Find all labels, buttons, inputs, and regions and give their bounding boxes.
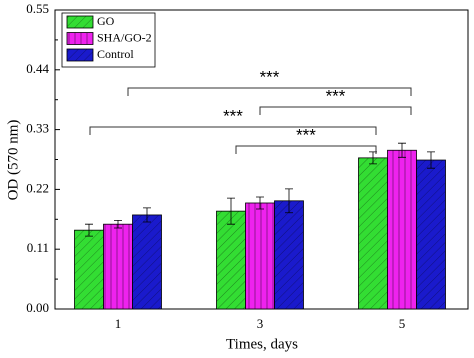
bar: [132, 214, 162, 310]
legend-label: Control: [97, 47, 134, 61]
bar: [74, 229, 104, 310]
error-bar: [143, 207, 151, 223]
error-bar: [285, 188, 293, 214]
error-bar: [85, 223, 93, 237]
x-tick-label: 1: [115, 316, 122, 331]
bar: [358, 157, 388, 310]
bar: [274, 200, 304, 310]
legend-swatch: [66, 32, 94, 45]
bar: [216, 210, 246, 310]
y-axis-label: OD (570 nm): [5, 120, 21, 201]
x-tick-label: 5: [399, 316, 406, 331]
bar: [387, 149, 417, 310]
y-tick-label: 0.22: [26, 180, 49, 195]
error-bar: [227, 197, 235, 225]
legend-label: SHA/GO-2: [97, 30, 152, 44]
error-bar: [398, 142, 406, 158]
y-tick-label: 0.44: [26, 61, 49, 76]
significance-bracket: [235, 145, 377, 154]
significance-bracket: [259, 106, 412, 115]
error-bar: [256, 196, 264, 210]
error-bar: [427, 151, 435, 169]
significance-label: ***: [223, 106, 243, 125]
y-tick-label: 0.00: [26, 300, 49, 315]
significance-bracket: [89, 126, 377, 135]
bar: [416, 159, 446, 310]
y-tick-label: 0.11: [27, 240, 49, 255]
x-tick-label: 3: [257, 316, 264, 331]
significance-label: ***: [326, 86, 346, 105]
legend-swatch: [66, 48, 94, 62]
significance-label: ***: [296, 125, 316, 144]
bar: [245, 202, 275, 310]
x-axis-label: Times, days: [226, 336, 298, 352]
legend-label: GO: [97, 14, 115, 28]
y-tick-label: 0.55: [26, 1, 49, 16]
legend-swatch: [66, 15, 94, 29]
significance-bracket: [127, 87, 412, 96]
error-bar: [114, 219, 122, 229]
significance-label: ***: [260, 67, 280, 86]
bar: [103, 223, 133, 310]
y-tick-label: 0.33: [26, 121, 49, 136]
